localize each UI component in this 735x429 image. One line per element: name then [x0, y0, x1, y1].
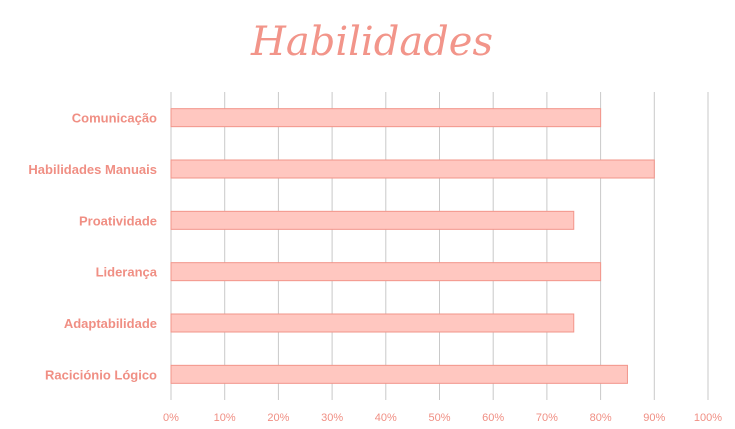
x-tick-label: 60% [482, 412, 504, 424]
bar [170, 364, 628, 384]
category-labels: Comunicação Habilidades Manuais Proativida… [28, 111, 157, 383]
x-tick-labels: 0% 10% 20% 30% 40% 50% 60% 70% 80% 90% 100% [163, 412, 722, 424]
category-label: Comunicação [72, 111, 157, 126]
gridlines [170, 92, 709, 400]
bar [170, 313, 575, 333]
x-tick-label: 40% [375, 412, 397, 424]
bars [170, 108, 655, 384]
x-tick-label: 70% [536, 412, 558, 424]
x-tick-label: 90% [643, 412, 665, 424]
bar [170, 159, 655, 179]
category-label: Raciciónio Lógico [45, 367, 157, 382]
x-tick-label: 80% [590, 412, 612, 424]
x-tick-label: 10% [214, 412, 236, 424]
x-tick-label: 100% [694, 412, 722, 424]
x-tick-label: 0% [163, 412, 179, 424]
bar [170, 210, 575, 230]
x-tick-label: 50% [428, 412, 450, 424]
category-label: Proatividade [79, 213, 157, 228]
bar [170, 262, 602, 282]
category-label: Habilidades Manuais [28, 162, 157, 177]
x-tick-label: 20% [267, 412, 289, 424]
chart-title: Habilidades [250, 19, 493, 65]
x-tick-label: 30% [321, 412, 343, 424]
bar [170, 108, 602, 128]
category-label: Liderança [96, 265, 158, 280]
category-label: Adaptabilidade [64, 316, 157, 331]
